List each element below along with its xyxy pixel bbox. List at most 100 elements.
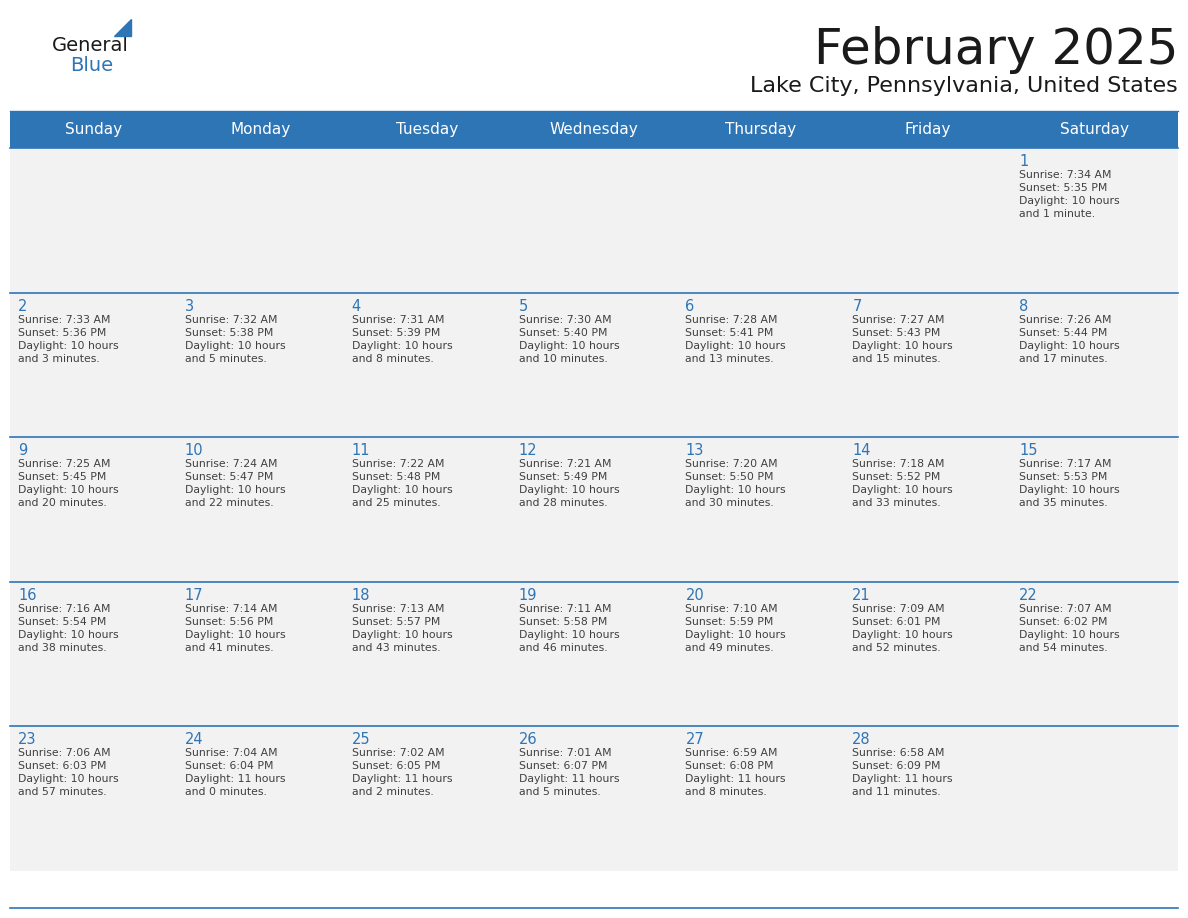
Text: Sunrise: 7:20 AM: Sunrise: 7:20 AM — [685, 459, 778, 469]
Text: Daylight: 10 hours: Daylight: 10 hours — [1019, 341, 1120, 351]
Text: Sunset: 5:53 PM: Sunset: 5:53 PM — [1019, 472, 1107, 482]
Text: Sunrise: 7:09 AM: Sunrise: 7:09 AM — [852, 604, 944, 614]
Text: Sunrise: 7:24 AM: Sunrise: 7:24 AM — [185, 459, 277, 469]
Text: Daylight: 10 hours: Daylight: 10 hours — [18, 775, 119, 784]
Text: Sunrise: 7:06 AM: Sunrise: 7:06 AM — [18, 748, 110, 758]
Text: Sunrise: 7:17 AM: Sunrise: 7:17 AM — [1019, 459, 1112, 469]
Text: Daylight: 10 hours: Daylight: 10 hours — [852, 630, 953, 640]
Text: Daylight: 10 hours: Daylight: 10 hours — [18, 341, 119, 351]
Bar — [10, 437, 1178, 582]
Text: Daylight: 10 hours: Daylight: 10 hours — [685, 341, 786, 351]
Text: and 28 minutes.: and 28 minutes. — [519, 498, 607, 509]
Text: and 54 minutes.: and 54 minutes. — [1019, 643, 1107, 653]
Text: Sunrise: 7:27 AM: Sunrise: 7:27 AM — [852, 315, 944, 325]
Text: Blue: Blue — [70, 56, 113, 75]
Text: 24: 24 — [185, 733, 203, 747]
Text: 10: 10 — [185, 443, 203, 458]
Text: 13: 13 — [685, 443, 703, 458]
Text: 11: 11 — [352, 443, 371, 458]
Text: Daylight: 11 hours: Daylight: 11 hours — [519, 775, 619, 784]
Text: 21: 21 — [852, 588, 871, 603]
Text: 14: 14 — [852, 443, 871, 458]
Text: 16: 16 — [18, 588, 37, 603]
Text: and 1 minute.: and 1 minute. — [1019, 209, 1095, 219]
Text: Daylight: 10 hours: Daylight: 10 hours — [852, 486, 953, 495]
Text: and 43 minutes.: and 43 minutes. — [352, 643, 441, 653]
Bar — [10, 111, 1178, 148]
Text: Sunrise: 7:32 AM: Sunrise: 7:32 AM — [185, 315, 277, 325]
Text: and 22 minutes.: and 22 minutes. — [185, 498, 273, 509]
Text: and 52 minutes.: and 52 minutes. — [852, 643, 941, 653]
Text: Sunrise: 7:28 AM: Sunrise: 7:28 AM — [685, 315, 778, 325]
Text: and 15 minutes.: and 15 minutes. — [852, 353, 941, 364]
Text: Daylight: 10 hours: Daylight: 10 hours — [185, 486, 285, 495]
Text: Daylight: 10 hours: Daylight: 10 hours — [185, 341, 285, 351]
Text: 7: 7 — [852, 298, 861, 314]
Bar — [10, 582, 1178, 726]
Text: 5: 5 — [519, 298, 527, 314]
Text: Sunrise: 7:22 AM: Sunrise: 7:22 AM — [352, 459, 444, 469]
Text: 17: 17 — [185, 588, 203, 603]
Text: and 8 minutes.: and 8 minutes. — [352, 353, 434, 364]
Text: and 11 minutes.: and 11 minutes. — [852, 788, 941, 798]
Text: and 20 minutes.: and 20 minutes. — [18, 498, 107, 509]
Text: February 2025: February 2025 — [814, 26, 1178, 74]
Text: 12: 12 — [519, 443, 537, 458]
Text: Daylight: 11 hours: Daylight: 11 hours — [185, 775, 285, 784]
Text: and 38 minutes.: and 38 minutes. — [18, 643, 107, 653]
Text: Sunset: 5:45 PM: Sunset: 5:45 PM — [18, 472, 107, 482]
Text: Sunset: 6:05 PM: Sunset: 6:05 PM — [352, 761, 441, 771]
Text: Sunrise: 7:34 AM: Sunrise: 7:34 AM — [1019, 170, 1112, 180]
Text: and 5 minutes.: and 5 minutes. — [185, 353, 266, 364]
Text: General: General — [52, 36, 128, 55]
Text: Sunset: 6:01 PM: Sunset: 6:01 PM — [852, 617, 941, 627]
Text: Sunset: 5:50 PM: Sunset: 5:50 PM — [685, 472, 773, 482]
Text: 6: 6 — [685, 298, 695, 314]
Text: Sunset: 5:59 PM: Sunset: 5:59 PM — [685, 617, 773, 627]
Text: and 3 minutes.: and 3 minutes. — [18, 353, 100, 364]
Text: Sunrise: 7:14 AM: Sunrise: 7:14 AM — [185, 604, 277, 614]
Text: Sunrise: 7:10 AM: Sunrise: 7:10 AM — [685, 604, 778, 614]
Text: and 0 minutes.: and 0 minutes. — [185, 788, 267, 798]
Text: Daylight: 10 hours: Daylight: 10 hours — [685, 630, 786, 640]
Text: and 46 minutes.: and 46 minutes. — [519, 643, 607, 653]
Text: and 10 minutes.: and 10 minutes. — [519, 353, 607, 364]
Text: Daylight: 10 hours: Daylight: 10 hours — [519, 341, 619, 351]
Text: Sunrise: 7:02 AM: Sunrise: 7:02 AM — [352, 748, 444, 758]
Text: Sunset: 5:52 PM: Sunset: 5:52 PM — [852, 472, 941, 482]
Text: Sunrise: 6:58 AM: Sunrise: 6:58 AM — [852, 748, 944, 758]
Text: Sunrise: 7:13 AM: Sunrise: 7:13 AM — [352, 604, 444, 614]
Text: Daylight: 10 hours: Daylight: 10 hours — [1019, 630, 1120, 640]
Text: 3: 3 — [185, 298, 194, 314]
Text: Daylight: 10 hours: Daylight: 10 hours — [352, 486, 453, 495]
Text: Sunset: 5:43 PM: Sunset: 5:43 PM — [852, 328, 941, 338]
Text: Sunset: 5:57 PM: Sunset: 5:57 PM — [352, 617, 440, 627]
Text: and 2 minutes.: and 2 minutes. — [352, 788, 434, 798]
Text: 18: 18 — [352, 588, 371, 603]
Text: Daylight: 10 hours: Daylight: 10 hours — [18, 630, 119, 640]
Text: Sunrise: 7:25 AM: Sunrise: 7:25 AM — [18, 459, 110, 469]
Text: and 33 minutes.: and 33 minutes. — [852, 498, 941, 509]
Text: Daylight: 10 hours: Daylight: 10 hours — [685, 486, 786, 495]
Text: Sunset: 6:08 PM: Sunset: 6:08 PM — [685, 761, 773, 771]
Text: and 41 minutes.: and 41 minutes. — [185, 643, 273, 653]
Text: Daylight: 11 hours: Daylight: 11 hours — [352, 775, 453, 784]
Polygon shape — [114, 19, 131, 36]
Text: and 17 minutes.: and 17 minutes. — [1019, 353, 1107, 364]
Text: Sunset: 6:03 PM: Sunset: 6:03 PM — [18, 761, 107, 771]
Text: Sunrise: 7:31 AM: Sunrise: 7:31 AM — [352, 315, 444, 325]
Text: 22: 22 — [1019, 588, 1038, 603]
Text: Thursday: Thursday — [726, 122, 796, 137]
Text: Daylight: 10 hours: Daylight: 10 hours — [185, 630, 285, 640]
Text: Sunset: 6:02 PM: Sunset: 6:02 PM — [1019, 617, 1107, 627]
Text: Sunset: 5:38 PM: Sunset: 5:38 PM — [185, 328, 273, 338]
Text: Sunrise: 7:11 AM: Sunrise: 7:11 AM — [519, 604, 611, 614]
Text: Sunset: 5:47 PM: Sunset: 5:47 PM — [185, 472, 273, 482]
Text: Daylight: 10 hours: Daylight: 10 hours — [18, 486, 119, 495]
Text: 2: 2 — [18, 298, 27, 314]
Text: Sunrise: 7:33 AM: Sunrise: 7:33 AM — [18, 315, 110, 325]
Text: Lake City, Pennsylvania, United States: Lake City, Pennsylvania, United States — [751, 76, 1178, 96]
Text: and 13 minutes.: and 13 minutes. — [685, 353, 775, 364]
Text: and 30 minutes.: and 30 minutes. — [685, 498, 775, 509]
Text: Sunrise: 7:16 AM: Sunrise: 7:16 AM — [18, 604, 110, 614]
